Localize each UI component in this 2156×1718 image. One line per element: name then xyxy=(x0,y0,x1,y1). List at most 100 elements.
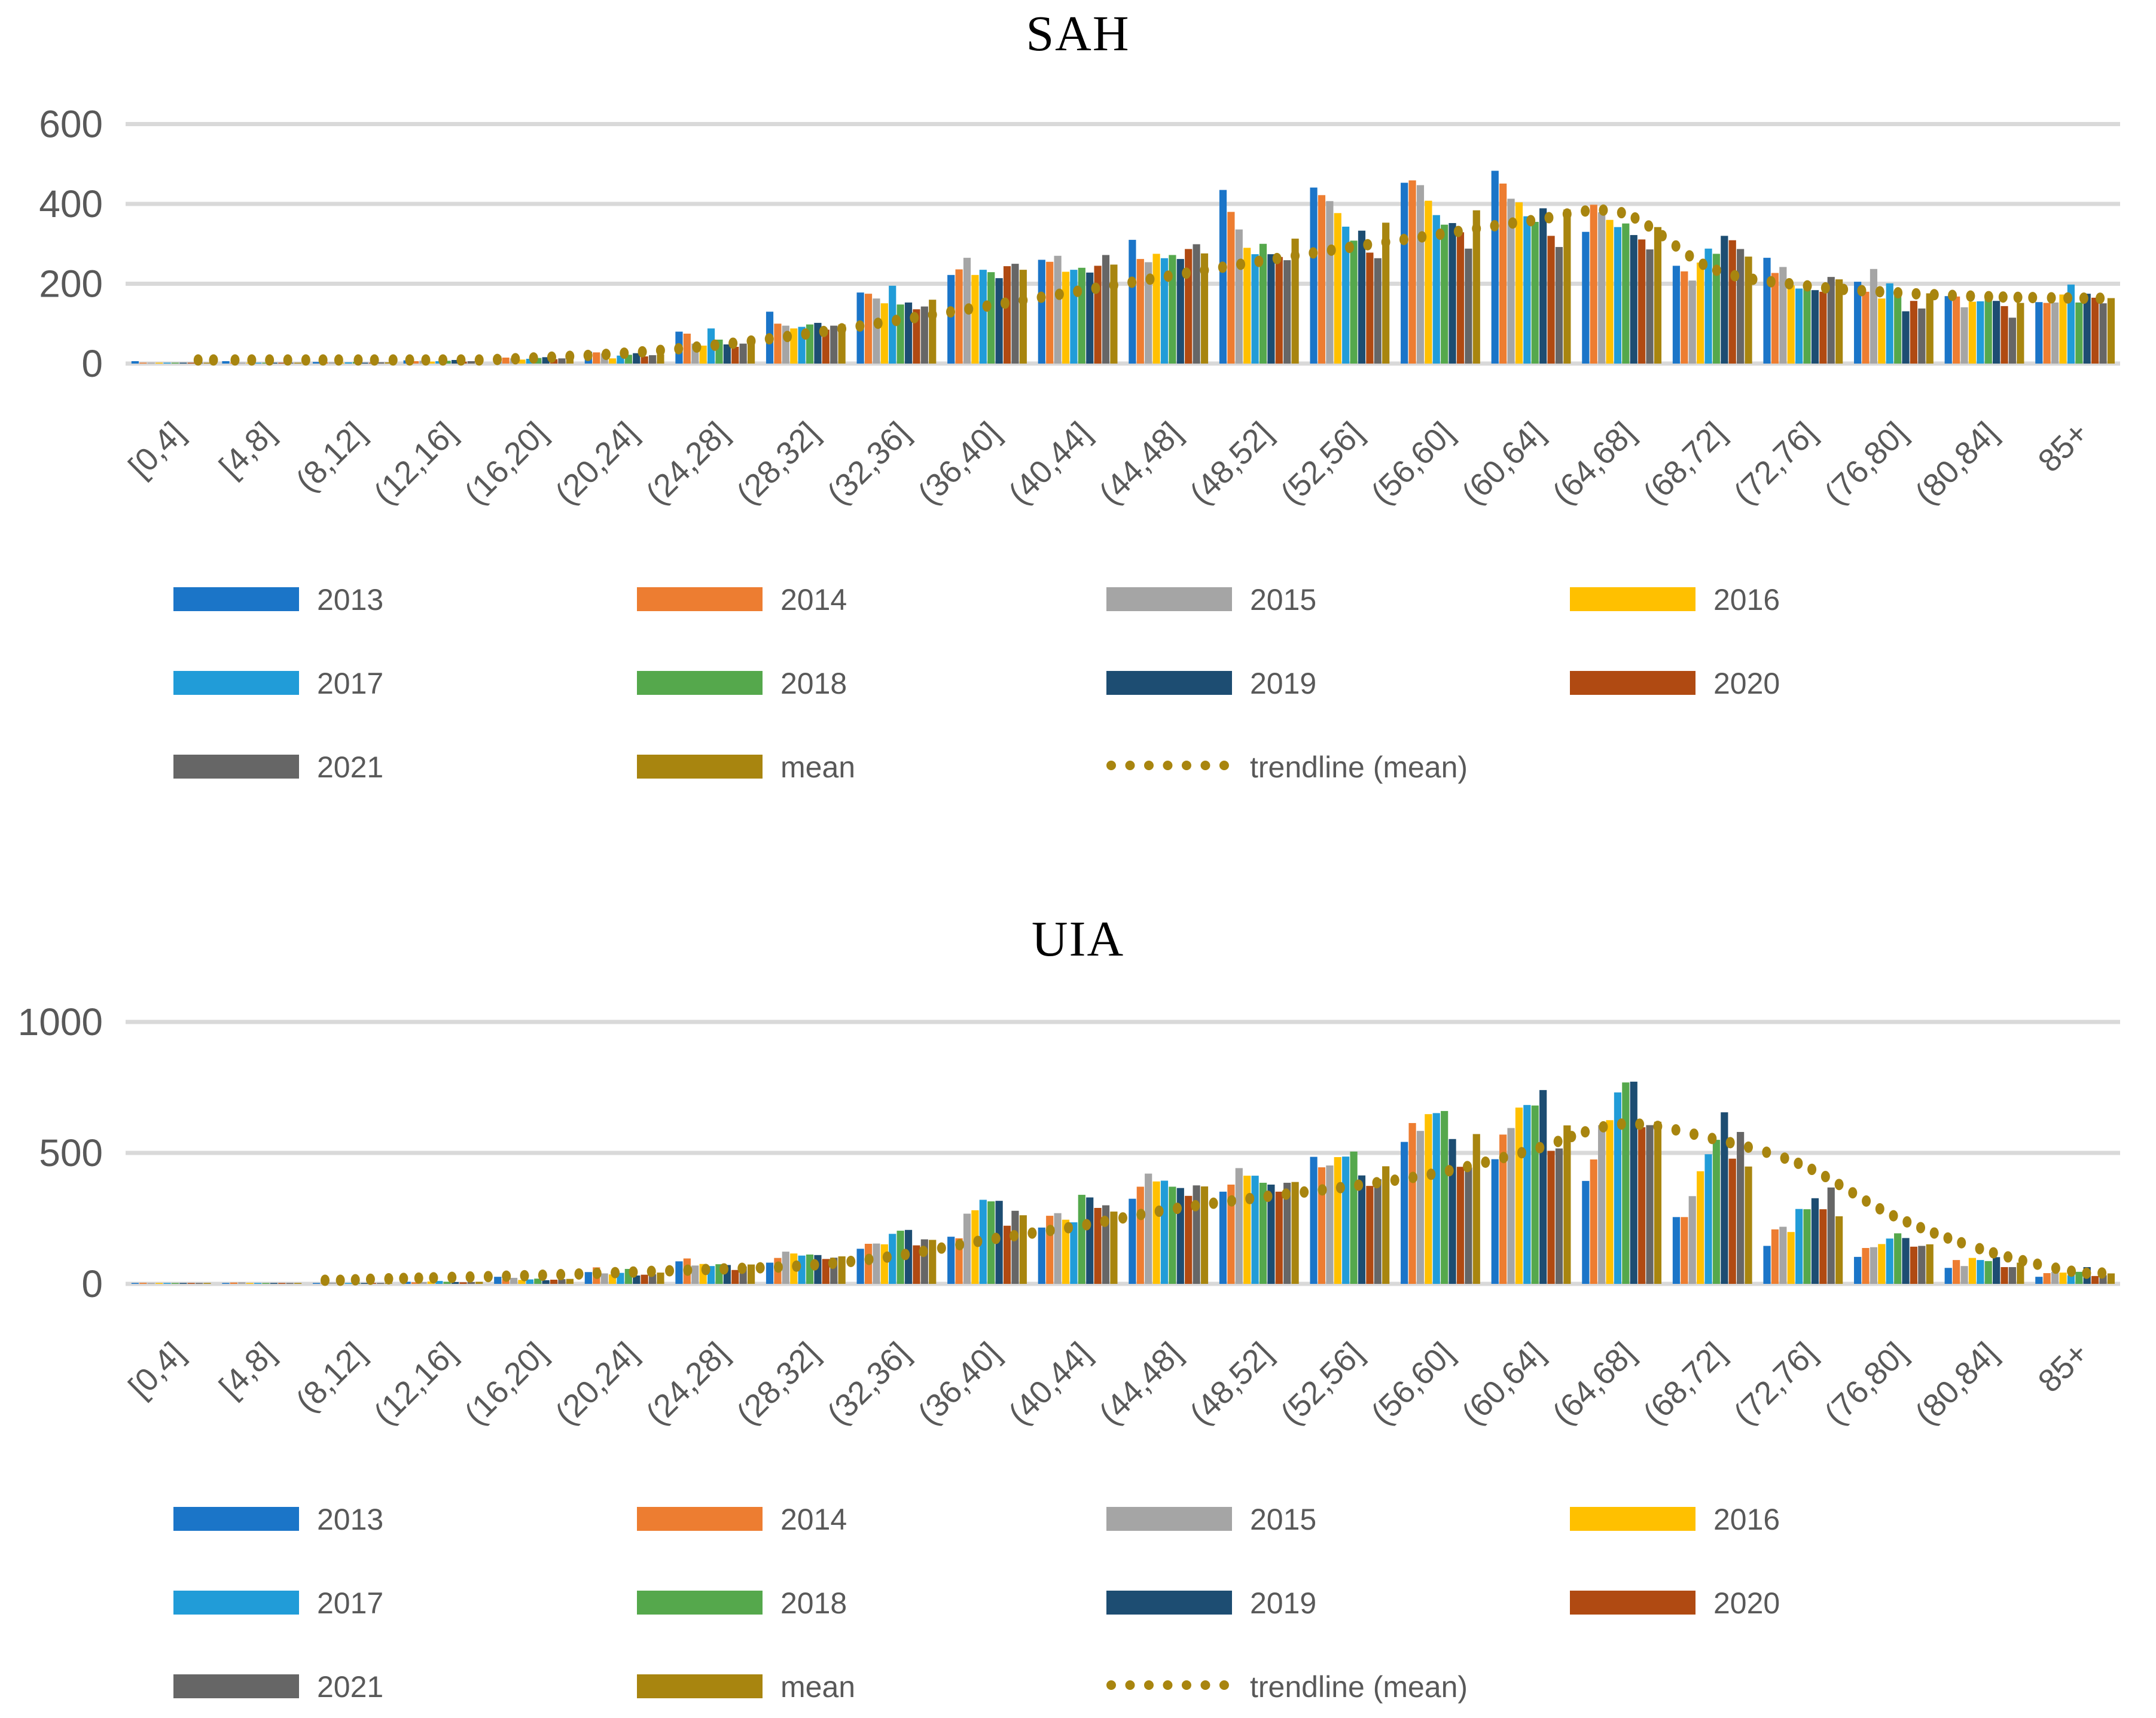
trendline-dot xyxy=(1508,217,1517,229)
trendline-dot xyxy=(334,354,343,366)
bar-2019-15 xyxy=(1539,1090,1547,1284)
trendline-dot xyxy=(846,1256,856,1268)
trendline-dot xyxy=(928,309,937,321)
bar-2016-21 xyxy=(2059,1273,2067,1284)
bar-2018-16 xyxy=(1622,1082,1630,1284)
trendline-dot xyxy=(583,349,593,361)
bar-2014-16 xyxy=(1590,205,1597,364)
trendline-dot xyxy=(946,306,955,318)
bar-2016-13 xyxy=(1334,213,1341,364)
bar-2021-18 xyxy=(1827,1187,1835,1284)
bar-2020-21 xyxy=(2091,1275,2099,1284)
trendline-dot xyxy=(910,312,919,324)
trendline-dot xyxy=(919,1246,928,1258)
bar-2015-3 xyxy=(419,1281,427,1284)
legend-color-swatch xyxy=(1570,587,1695,611)
bar-2017-3 xyxy=(435,1281,443,1284)
legend-dotted-line-swatch xyxy=(1106,761,1229,770)
bar-2015-20 xyxy=(1960,1266,1968,1284)
x-axis-tick-label: (56,60] xyxy=(1364,415,1460,511)
bar-2018-4 xyxy=(534,1278,542,1284)
bar-2016-17 xyxy=(1697,263,1704,364)
trendline-dot xyxy=(1236,258,1246,270)
legend-label: 2020 xyxy=(1713,1586,1780,1620)
trendline-dot xyxy=(1335,1182,1345,1194)
trendline-dot xyxy=(1517,1147,1526,1159)
x-axis-tick-label: (44,48] xyxy=(1092,415,1188,511)
bar-2019-12 xyxy=(1267,254,1275,364)
chart-title-uia: UIA xyxy=(1031,911,1125,967)
trendline-dot xyxy=(1481,1156,1490,1168)
trendline-dot xyxy=(336,1274,345,1286)
trendline-dot xyxy=(828,1258,837,1270)
trendline-dot xyxy=(301,354,310,366)
bar-2018-14 xyxy=(1441,224,1448,364)
bar-2020-18 xyxy=(1819,1209,1827,1284)
bar-2014-7 xyxy=(774,324,782,364)
bar-2016-21 xyxy=(2059,294,2067,364)
legend-color-swatch xyxy=(173,587,299,611)
legend-label: mean xyxy=(780,750,856,784)
bar-2013-14 xyxy=(1401,182,1408,364)
trendline-dot xyxy=(1794,1157,1803,1169)
trendline-dot xyxy=(483,1271,493,1283)
trendline-dot xyxy=(611,1267,620,1278)
trendline-dot xyxy=(1417,231,1427,243)
bar-2015-16 xyxy=(1598,1125,1606,1284)
bar-2016-15 xyxy=(1515,202,1523,364)
legend-label: trendline (mean) xyxy=(1250,750,1468,784)
bar-2019-20 xyxy=(1993,1257,2001,1284)
bar-2019-19 xyxy=(1902,311,1910,364)
trendline-dot xyxy=(937,1242,946,1254)
bar-2014-5 xyxy=(593,352,600,364)
trendline-dot xyxy=(1671,1124,1681,1136)
bar-2018-11 xyxy=(1169,255,1176,364)
bar-2020-10 xyxy=(1094,266,1102,364)
legend-color-swatch xyxy=(173,671,299,695)
bar-2020-20 xyxy=(2001,1267,2008,1284)
trendline-dot xyxy=(1989,1247,1998,1259)
bar-2020-4 xyxy=(550,1279,558,1284)
bar-2015-8 xyxy=(873,298,880,364)
trendline-dot xyxy=(655,344,665,356)
bar-2016-6 xyxy=(699,345,707,364)
bar-2020-0 xyxy=(187,1283,195,1284)
bar-2020-1 xyxy=(278,1283,286,1284)
bar-2019-18 xyxy=(1811,290,1819,364)
x-axis-tick-label: [4,8] xyxy=(212,415,282,485)
bar-2020-16 xyxy=(1638,239,1646,364)
bar-2017-4 xyxy=(526,358,533,364)
bar-2014-3 xyxy=(411,361,419,364)
x-axis-tick-label: (68,72] xyxy=(1636,1335,1733,1432)
bar-2020-12 xyxy=(1275,257,1283,364)
bar-2021-15 xyxy=(1555,247,1563,364)
x-axis-tick-label: (40,44] xyxy=(1002,415,1098,511)
bar-2015-17 xyxy=(1688,1196,1696,1284)
bar-2016-10 xyxy=(1062,271,1070,364)
trendline-dot xyxy=(1354,1179,1364,1191)
trendline-dot xyxy=(414,1272,423,1284)
trendline-dot xyxy=(1200,264,1209,276)
trendline-dot xyxy=(384,1273,394,1284)
trendline-dot xyxy=(882,1251,892,1263)
x-axis-tick-label: (8,12] xyxy=(289,415,373,499)
trendline-dot xyxy=(1291,250,1300,262)
trendline-dot xyxy=(1848,1187,1858,1199)
trendline-dot xyxy=(1127,276,1137,288)
bar-2016-10 xyxy=(1062,1219,1070,1284)
bar-2018-14 xyxy=(1441,1110,1448,1284)
trendline-dot xyxy=(1653,1121,1663,1133)
bar-2014-1 xyxy=(230,1282,237,1284)
trendline-dot xyxy=(1100,1215,1109,1227)
trendline-dot xyxy=(1435,228,1445,240)
y-axis-tick-label: 400 xyxy=(39,182,103,225)
bar-2013-20 xyxy=(1944,296,1952,364)
bar-2018-8 xyxy=(896,304,904,364)
bar-mean-3 xyxy=(475,1281,483,1284)
bar-2018-3 xyxy=(443,1281,451,1284)
trendline-dot xyxy=(873,318,883,329)
bar-2015-15 xyxy=(1507,1128,1515,1284)
bar-2015-18 xyxy=(1779,267,1787,364)
trendline-dot xyxy=(1966,290,1975,302)
bar-2019-17 xyxy=(1721,236,1728,364)
